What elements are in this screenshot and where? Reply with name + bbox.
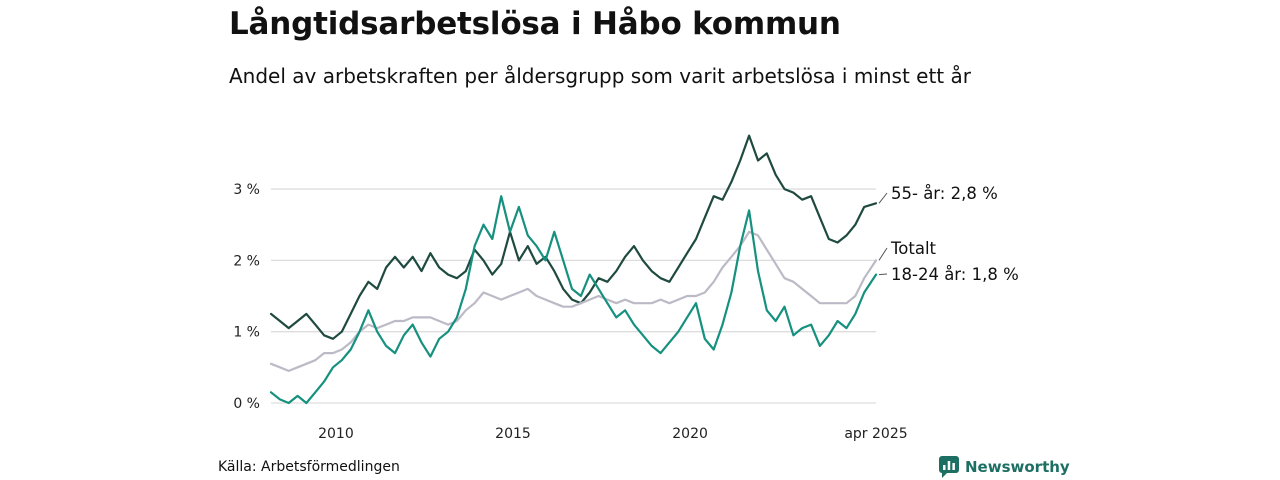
series-line-older <box>269 134 878 340</box>
x-tick-label: apr 2025 <box>844 426 907 442</box>
chart-subtitle: Andel av arbetskraften per åldersgrupp s… <box>229 64 971 88</box>
y-tick-label: 1 % <box>233 325 260 341</box>
x-tick-label: 2020 <box>672 426 708 442</box>
newsworthy-logo-icon <box>939 456 959 478</box>
source-note: Källa: Arbetsförmedlingen <box>218 459 400 475</box>
label-connector <box>878 192 888 204</box>
x-axis-ticks: 2010 2015 2020 apr 2025 <box>318 426 908 442</box>
gridlines <box>271 188 876 404</box>
y-tick-label: 0 % <box>233 396 260 412</box>
series-lines <box>269 134 878 405</box>
series-label-older: 55- år: 2,8 % <box>891 184 998 203</box>
series-label-young: 18-24 år: 1,8 % <box>891 265 1019 284</box>
x-tick-label: 2010 <box>318 426 354 442</box>
chart-title: Långtidsarbetslösa i Håbo kommun <box>229 6 841 42</box>
brand-logo: Newsworthy <box>939 456 1070 478</box>
series-line-total <box>269 230 878 372</box>
logo-text: Newsworthy <box>965 458 1070 476</box>
y-tick-label: 2 % <box>233 253 260 269</box>
x-tick-label: 2015 <box>495 426 531 442</box>
label-connector <box>878 273 888 276</box>
label-connector <box>878 247 888 261</box>
series-label-total: Totalt <box>890 239 937 258</box>
series-labels: 55- år: 2,8 % Totalt 18-24 år: 1,8 % <box>878 184 1019 284</box>
y-axis-ticks: 0 % 1 % 2 % 3 % <box>233 182 260 412</box>
series-line-young <box>269 195 878 405</box>
y-tick-label: 3 % <box>233 182 260 198</box>
